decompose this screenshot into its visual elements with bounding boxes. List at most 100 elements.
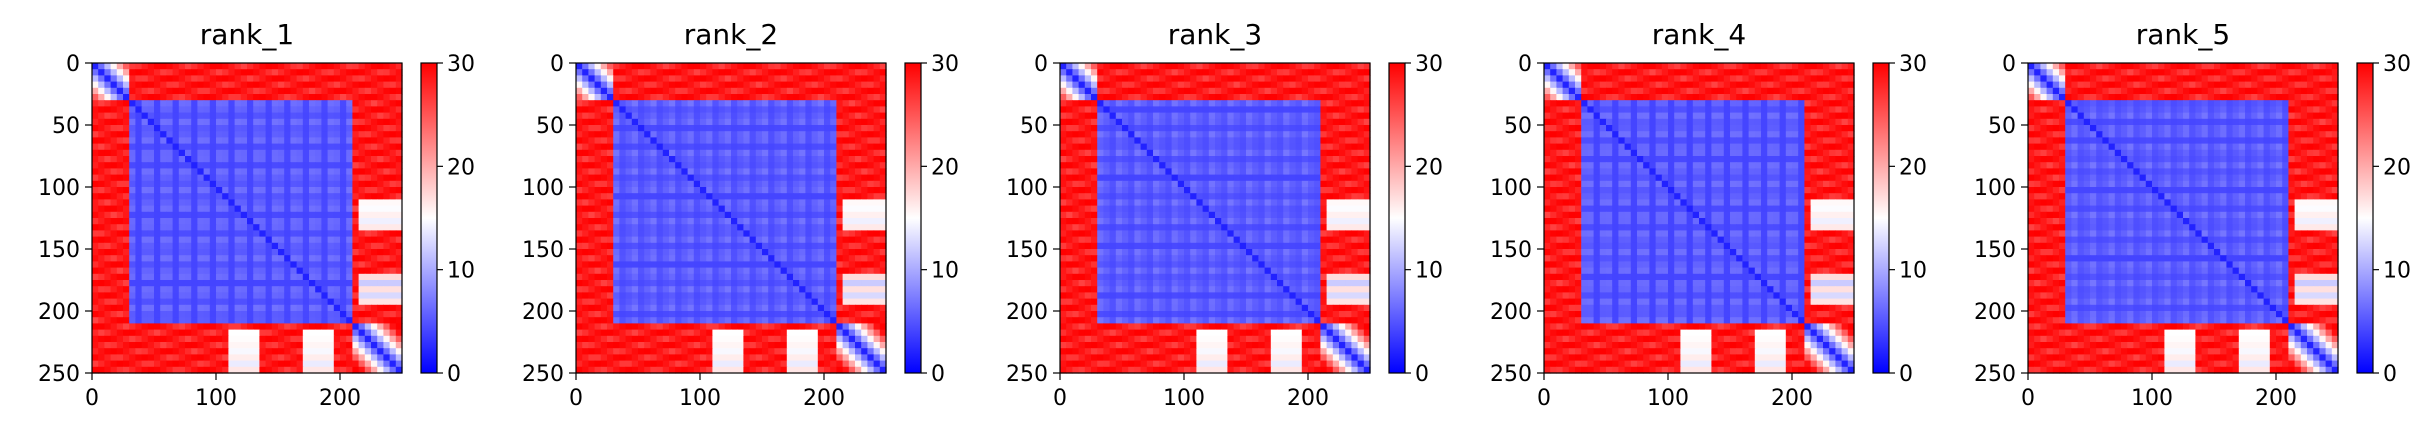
heatmap-cell — [259, 205, 267, 213]
heatmap-cell — [116, 118, 124, 126]
heatmap-cell — [681, 323, 689, 331]
heatmap-cell — [600, 87, 608, 95]
heatmap-cell — [712, 236, 720, 244]
heatmap-cell — [129, 298, 136, 306]
heatmap-cell — [340, 286, 347, 293]
heatmap-cell — [718, 304, 726, 312]
heatmap-cell — [793, 286, 800, 293]
heatmap-cell — [811, 94, 819, 101]
heatmap-cell — [340, 174, 347, 182]
heatmap-cell — [638, 360, 645, 368]
heatmap-cell — [762, 205, 769, 213]
heatmap-cell — [141, 267, 149, 275]
heatmap-cell — [234, 205, 242, 213]
heatmap-cell — [805, 125, 813, 132]
heatmap-cell — [358, 187, 366, 194]
heatmap-cell — [811, 267, 819, 275]
heatmap-cell — [290, 224, 298, 231]
heatmap-cell — [793, 298, 800, 306]
heatmap-cell — [203, 267, 211, 275]
heatmap-cell — [166, 354, 174, 362]
heatmap-cell — [321, 180, 329, 188]
heatmap-cell — [786, 137, 794, 145]
heatmap-cell — [160, 205, 167, 213]
heatmap-cell — [290, 180, 298, 188]
heatmap-cell — [98, 69, 105, 76]
heatmap-cell — [371, 335, 378, 343]
heatmap-cell — [861, 193, 868, 200]
heatmap-cell — [383, 63, 391, 70]
heatmap-cell — [867, 75, 875, 83]
heatmap-cell — [185, 75, 192, 83]
heatmap-cell — [110, 366, 118, 374]
heatmap-cell — [830, 143, 837, 151]
heatmap-cell — [172, 267, 180, 275]
heatmap-cell — [811, 174, 819, 182]
heatmap-cell — [116, 81, 124, 89]
heatmap-cell — [191, 273, 198, 281]
heatmap-cell — [216, 298, 223, 306]
heatmap-cell — [222, 304, 229, 312]
heatmap-cell — [92, 162, 99, 169]
heatmap-cell — [129, 187, 136, 194]
heatmap-cell — [265, 323, 273, 331]
heatmap-cell — [613, 354, 620, 362]
heatmap-cell — [284, 236, 291, 244]
heatmap-cell — [141, 162, 149, 169]
heatmap-cell — [656, 360, 664, 368]
heatmap-cell — [166, 342, 174, 349]
heatmap-cell — [340, 360, 347, 368]
heatmap-cell — [662, 267, 670, 275]
heatmap-cell — [302, 131, 310, 138]
heatmap-cell — [817, 69, 825, 76]
heatmap-cell — [104, 298, 112, 306]
heatmap-cell — [247, 211, 254, 219]
heatmap-cell — [371, 280, 378, 287]
heatmap-cell — [278, 180, 285, 188]
heatmap-cell — [147, 187, 155, 194]
heatmap-cell — [166, 100, 174, 107]
heatmap-cell — [135, 249, 143, 256]
heatmap-cell — [228, 100, 236, 107]
heatmap-cell — [92, 168, 99, 176]
heatmap-cell — [873, 193, 881, 200]
heatmap-cell — [228, 174, 236, 182]
heatmap-cell — [383, 94, 391, 101]
heatmap-cell — [749, 224, 757, 231]
heatmap-cell — [321, 94, 329, 101]
heatmap-cell — [594, 304, 602, 312]
heatmap-cell — [309, 143, 316, 151]
heatmap-cell — [749, 149, 757, 157]
heatmap-cell — [178, 273, 186, 281]
heatmap-cell — [600, 143, 608, 151]
heatmap-cell — [700, 94, 707, 101]
heatmap-cell — [650, 255, 658, 262]
heatmap-cell — [123, 205, 130, 213]
heatmap-cell — [147, 348, 155, 355]
heatmap-cell — [861, 224, 868, 231]
heatmap-cell — [836, 348, 844, 355]
heatmap-cell — [284, 230, 291, 238]
heatmap-cell — [755, 335, 763, 343]
heatmap-cell — [346, 360, 353, 368]
heatmap-cell — [712, 286, 720, 293]
heatmap-cell — [613, 224, 620, 231]
heatmap-cell — [383, 366, 391, 374]
heatmap-cell — [588, 69, 596, 76]
heatmap-cell — [700, 317, 707, 324]
heatmap-cell — [594, 354, 602, 362]
heatmap-cell — [724, 149, 732, 157]
heatmap-cell — [743, 230, 751, 238]
heatmap-cell — [197, 323, 205, 331]
heatmap-cell — [731, 180, 738, 188]
heatmap-cell — [576, 329, 583, 337]
heatmap-cell — [123, 267, 130, 275]
heatmap-cell — [222, 317, 229, 324]
heatmap-cell — [650, 311, 658, 318]
heatmap-cell — [712, 106, 720, 114]
heatmap-cell — [805, 199, 813, 207]
heatmap-cell — [352, 230, 360, 238]
heatmap-cell — [284, 280, 291, 287]
heatmap-cell — [333, 63, 341, 70]
heatmap-cell — [123, 193, 130, 200]
